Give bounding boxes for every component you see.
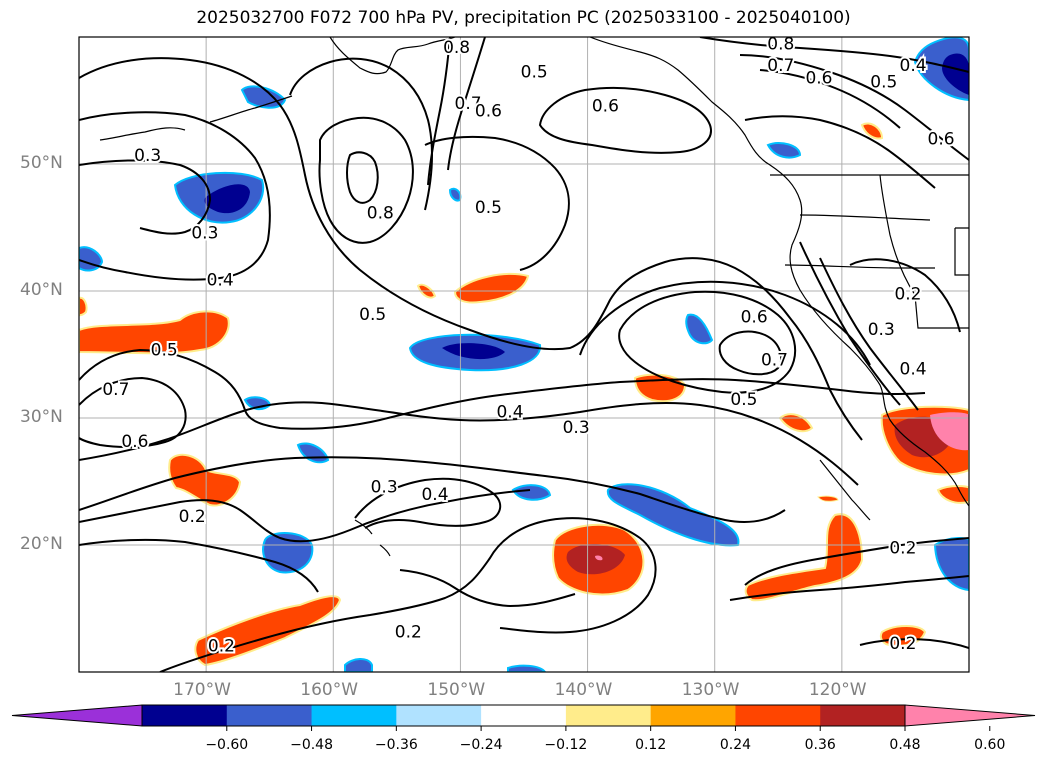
colorbar-tick-label: −0.48 [290, 737, 333, 753]
lat-tick-label: 20°N [20, 534, 63, 554]
contour-label: 0.6 [805, 69, 832, 89]
contour-label: 0.2 [395, 622, 422, 642]
contour-label: 0.6 [592, 97, 619, 117]
contour-label: 0.5 [151, 340, 178, 360]
colorbar-tick-label: 0.24 [719, 737, 752, 753]
contour-label: 0.3 [563, 418, 590, 438]
contour-label: 0.3 [868, 320, 895, 340]
contour-label: 0.7 [455, 94, 482, 114]
contour-label: 0.5 [870, 72, 897, 92]
contour-label: 0.3 [134, 146, 161, 166]
lon-tick-label: 120°W [808, 680, 867, 700]
lon-tick-label: 130°W [681, 680, 740, 700]
contour-label: 0.4 [900, 359, 927, 379]
colorbar-tick-label: −0.24 [459, 737, 503, 753]
contour-label: 0.4 [207, 271, 234, 291]
contour-label: 0.4 [900, 56, 927, 76]
coastlines [99, 37, 969, 557]
contour-label: 0.4 [421, 485, 448, 505]
lat-tick-label: 50°N [20, 153, 63, 173]
contour-label: 0.5 [475, 198, 502, 218]
contour-label: 0.2 [894, 285, 921, 305]
map-frame [78, 36, 970, 673]
lon-tick-label: 140°W [554, 680, 613, 700]
contour-label: 0.5 [730, 390, 757, 410]
colorbar-tick-label: 0.60 [974, 737, 1006, 753]
colorbar-tick-label: 0.48 [889, 737, 921, 753]
map-title: 2025032700 F072 700 hPa PV, precipitatio… [196, 8, 851, 28]
contour-label: 0.2 [889, 634, 916, 654]
contour-label: 0.3 [191, 224, 218, 244]
contour-label: 0.3 [371, 478, 398, 498]
contour-label: 0.2 [179, 507, 206, 527]
contour-label: 0.6 [121, 432, 148, 452]
contour-label: 0.8 [443, 38, 470, 58]
contour-label: 0.8 [767, 34, 794, 54]
contour-label: 0.4 [496, 403, 523, 423]
colorbar-tick-label: −0.36 [374, 737, 418, 753]
lon-tick-label: 160°W [300, 680, 359, 700]
lon-tick-label: 150°W [427, 680, 486, 700]
colorbar-tick-label: 0.36 [804, 737, 836, 753]
precipitation-shading [79, 37, 969, 672]
colorbar-tick-label: 0.12 [635, 737, 667, 753]
lat-tick-label: 30°N [20, 407, 63, 427]
contour-label: 0.5 [359, 305, 386, 325]
contour-label: 0.7 [761, 351, 788, 371]
contour-label: 0.2 [889, 539, 916, 559]
contour-label: 0.2 [208, 636, 235, 656]
contour-label: 0.6 [475, 102, 502, 122]
lat-tick-label: 40°N [20, 280, 63, 300]
contour-label: 0.7 [767, 56, 794, 76]
contour-labels: 0.80.70.60.50.60.80.70.6 0.50.40.60.30.8 0… [100, 34, 956, 658]
colorbar-tick-label: −0.60 [205, 737, 249, 753]
contour-label: 0.6 [928, 130, 955, 150]
contour-label: 0.6 [741, 307, 768, 327]
colorbar-tick-label: −0.12 [544, 737, 588, 753]
contour-label: 0.5 [521, 62, 548, 82]
pv-contours [79, 37, 969, 672]
contour-label: 0.8 [367, 203, 394, 223]
lon-tick-label: 170°W [173, 680, 231, 700]
contour-label: 0.7 [102, 380, 129, 400]
